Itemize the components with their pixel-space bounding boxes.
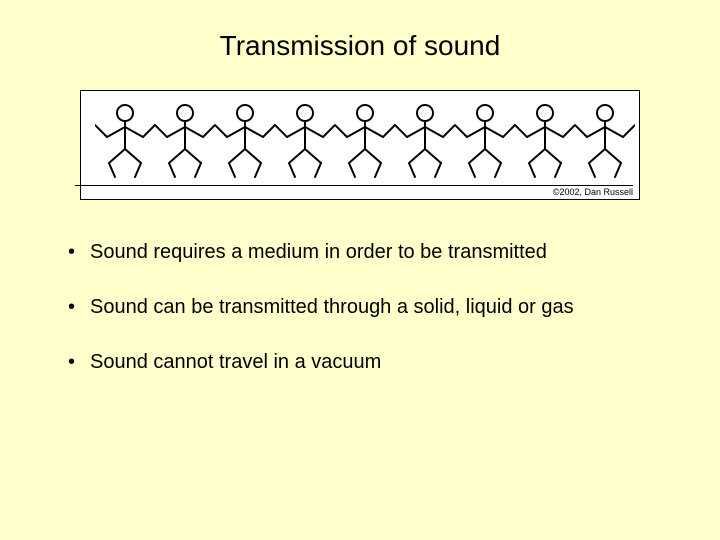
bullet-list: Sound requires a medium in order to be t… — [60, 240, 660, 375]
stick-figure-row — [95, 101, 625, 179]
bullet-item: Sound can be transmitted through a solid… — [60, 295, 660, 320]
bullet-item: Sound cannot travel in a vacuum — [60, 350, 660, 375]
bullet-item: Sound requires a medium in order to be t… — [60, 240, 660, 265]
stick-figure-icon — [275, 101, 335, 179]
slide: Transmission of sound — [0, 0, 720, 540]
stick-figure-icon — [455, 101, 515, 179]
stick-figure-icon — [155, 101, 215, 179]
stick-figure-icon — [395, 101, 455, 179]
stick-figure-icon — [515, 101, 575, 179]
figure-box: ©2002, Dan Russell — [80, 90, 640, 200]
stick-figure-icon — [215, 101, 275, 179]
page-title: Transmission of sound — [60, 30, 660, 62]
figure-copyright: ©2002, Dan Russell — [75, 185, 633, 197]
stick-figure-icon — [95, 101, 155, 179]
stick-figure-icon — [335, 101, 395, 179]
stick-figure-icon — [575, 101, 635, 179]
